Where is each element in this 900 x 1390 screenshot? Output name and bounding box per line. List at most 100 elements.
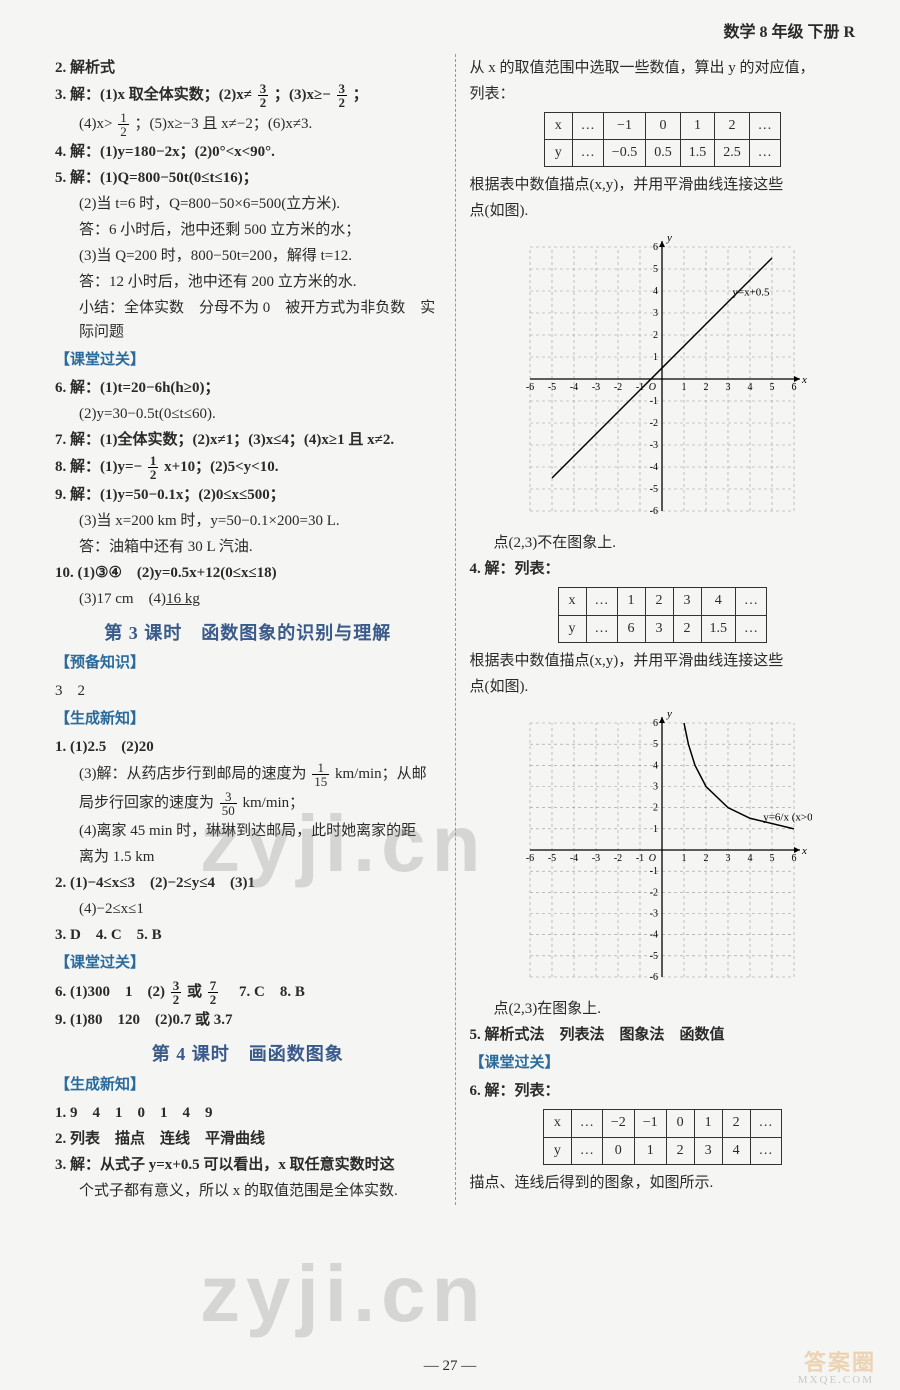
l6-2-lead: 6. (1)300 1 (2) [55, 984, 165, 1000]
svg-text:3: 3 [653, 782, 658, 793]
svg-text:-1: -1 [650, 396, 658, 407]
note-1: 点(2,3)不在图象上. [470, 531, 856, 555]
footer-url: MXQE.COM [798, 1372, 874, 1390]
s1b-tail: km/min；从邮 [335, 766, 427, 782]
svg-text:3: 3 [653, 308, 658, 319]
svg-text:-5: -5 [650, 951, 658, 962]
svg-text:-3: -3 [592, 382, 600, 393]
item-5a: 5. 解：(1)Q=800−50t(0≤t≤16)； [55, 166, 441, 190]
frac-1-2b: 12 [148, 454, 159, 481]
svg-text:5: 5 [770, 853, 775, 864]
item-9a: 9. 解：(1)y=50−0.1x；(2)0≤x≤500； [55, 483, 441, 507]
table-1: x…−1012…y…−0.50.51.52.5… [544, 112, 781, 168]
q5: 5. 解析式法 列表法 图象法 函数值 [470, 1023, 856, 1047]
chart-2-box: -6-5-4-3-2-1123456-6-5-4-3-2-1123456Oxyy… [470, 705, 856, 995]
svg-text:y: y [666, 232, 672, 244]
l6-2-mid: 或 [187, 984, 202, 1000]
svg-text:6: 6 [792, 382, 797, 393]
g3a: 3. 解：从式子 y=x+0.5 可以看出，x 取任意实数时这 [55, 1153, 441, 1177]
svg-text:1: 1 [653, 352, 658, 363]
r-intro2: 列表： [470, 82, 856, 106]
s2a: 2. (1)−4≤x≤3 (2)−2≤y≤4 (3)1 [55, 871, 441, 895]
svg-text:2: 2 [653, 330, 658, 341]
page-number: — 27 — [0, 1354, 900, 1378]
after-t1a: 根据表中数值描点(x,y)，并用平滑曲线连接这些 [470, 173, 856, 197]
s1b-lead: (3)解：从药店步行到邮局的速度为 [79, 766, 307, 782]
q3-mid: ；(3)x≥− [274, 87, 331, 103]
item-6a: 6. 解：(1)t=20−6h(h≥0)； [55, 376, 441, 400]
svg-text:4: 4 [748, 853, 753, 864]
svg-text:4: 4 [748, 382, 753, 393]
svg-text:5: 5 [770, 382, 775, 393]
svg-text:6: 6 [792, 853, 797, 864]
svg-text:3: 3 [726, 853, 731, 864]
item-5b: (2)当 t=6 时，Q=800−50×6=500(立方米). [55, 192, 441, 216]
frac-3-2b: 32 [337, 82, 348, 109]
q3b-tail: ；(5)x≥−3 且 x≠−2；(6)x≠3. [134, 116, 312, 132]
after-t1b: 点(如图). [470, 199, 856, 223]
l6-2: 6. (1)300 1 (2) 32 或 72 7. C 8. B [55, 979, 441, 1006]
item-8: 8. 解：(1)y=− 12 x+10；(2)5<y<10. [55, 454, 441, 481]
svg-text:2: 2 [653, 803, 658, 814]
l9-2: 9. (1)80 120 (2)0.7 或 3.7 [55, 1008, 441, 1032]
g1: 1. 9 4 1 0 1 4 9 [55, 1101, 441, 1125]
item-4: 4. 解：(1)y=180−2x；(2)0°<x<90°. [55, 140, 441, 164]
svg-text:-4: -4 [570, 382, 578, 393]
section-yubei: 【预备知识】 [55, 651, 441, 675]
q3b-lead: (4)x> [79, 116, 112, 132]
note-2: 点(2,3)在图象上. [470, 997, 856, 1021]
svg-text:y=x+0.5: y=x+0.5 [733, 287, 771, 299]
svg-text:-6: -6 [650, 972, 658, 983]
svg-text:4: 4 [653, 286, 658, 297]
item-5f: 小结：全体实数 分母不为 0 被开方式为非负数 实际问题 [55, 296, 441, 344]
lesson-4-title: 第 4 课时 画函数图象 [55, 1040, 441, 1069]
item-9b: (3)当 x=200 km 时，y=50−0.1×200=30 L. [55, 509, 441, 533]
item-10a: 10. (1)③④ (2)y=0.5x+12(0≤x≤18) [55, 561, 441, 585]
svg-text:-3: -3 [650, 909, 658, 920]
frac-3-2a: 32 [258, 82, 269, 109]
svg-text:O: O [649, 853, 656, 864]
svg-text:-4: -4 [650, 930, 658, 941]
item-10b-underline: 16 kg [166, 591, 200, 607]
chart-2: -6-5-4-3-2-1123456-6-5-4-3-2-1123456Oxyy… [512, 705, 812, 995]
section-ketang-1: 【课堂过关】 [55, 348, 441, 372]
item-2: 2. 解析式 [55, 56, 441, 80]
q3-lead: 3. 解：(1)x 取全体实数；(2)x≠ [55, 87, 252, 103]
svg-text:5: 5 [653, 739, 658, 750]
svg-text:-1: -1 [650, 866, 658, 877]
svg-text:O: O [649, 382, 656, 393]
svg-text:-4: -4 [570, 853, 578, 864]
section-ketang-2: 【课堂过关】 [55, 951, 441, 975]
right-column: 从 x 的取值范围中选取一些数值，算出 y 的对应值， 列表： x…−1012…… [470, 54, 856, 1206]
item-10b: (3)17 cm (4)16 kg [55, 587, 441, 611]
after-t2a: 根据表中数值描点(x,y)，并用平滑曲线连接这些 [470, 649, 856, 673]
svg-text:-6: -6 [526, 382, 534, 393]
s1c-tail: km/min； [243, 795, 305, 811]
svg-text:-5: -5 [650, 484, 658, 495]
l6-2-tail: 7. C 8. B [224, 984, 305, 1000]
watermark-2: zyji.cn [200, 1230, 487, 1358]
after-t3: 描点、连线后得到的图象，如图所示. [470, 1171, 856, 1195]
item-5e: 答：12 小时后，池中还有 200 立方米的水. [55, 270, 441, 294]
svg-text:-2: -2 [650, 418, 658, 429]
section-shengcheng-2: 【生成新知】 [55, 1073, 441, 1097]
s1a: 1. (1)2.5 (2)20 [55, 735, 441, 759]
lesson-3-title: 第 3 课时 函数图象的识别与理解 [55, 619, 441, 648]
svg-text:2: 2 [704, 853, 709, 864]
s3: 3. D 4. C 5. B [55, 923, 441, 947]
svg-text:-3: -3 [592, 853, 600, 864]
prep-answers: 3 2 [55, 679, 441, 703]
s1b: (3)解：从药店步行到邮局的速度为 115 km/min；从邮 [55, 761, 441, 788]
s1c: 局步行回家的速度为 350 km/min； [55, 790, 441, 817]
svg-text:-3: -3 [650, 440, 658, 451]
svg-text:6: 6 [653, 242, 658, 253]
q8-tail: x+10；(2)5<y<10. [164, 459, 278, 475]
frac-1-15: 115 [312, 761, 329, 788]
table-2: x…1234…y…6321.5… [558, 587, 768, 643]
svg-text:-4: -4 [650, 462, 658, 473]
q4-head: 4. 解：列表： [470, 557, 856, 581]
chart-1-box: -6-5-4-3-2-1123456-6-5-4-3-2-1123456Oxyy… [470, 229, 856, 529]
column-divider [455, 54, 456, 1206]
g3b: 个式子都有意义，所以 x 的取值范围是全体实数. [55, 1179, 441, 1203]
item-5d: (3)当 Q=200 时，800−50t=200，解得 t=12. [55, 244, 441, 268]
